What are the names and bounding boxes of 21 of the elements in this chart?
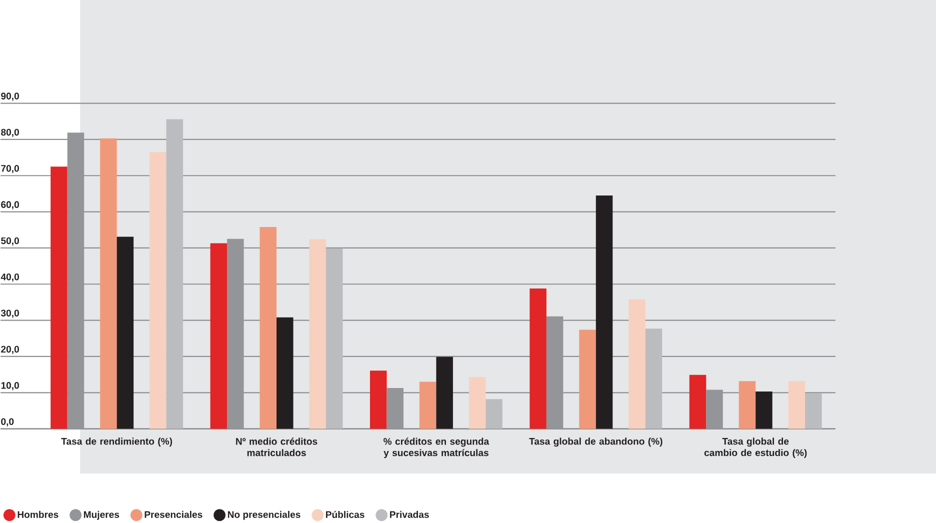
y-tick-label: 0,0 [1, 418, 14, 426]
y-tick-label: 30,0 [0, 310, 19, 318]
y-tick-label: 80,0 [1, 128, 19, 138]
legend-label: No presenciales [228, 510, 300, 520]
legend-label: Presenciales [144, 510, 202, 518]
y-tick-label: 90,0 [1, 92, 19, 101]
x-tick-label: Tasa global de cambio de estudio (%) [704, 438, 807, 458]
x-tick-label: Tasa global de abandono (%) [529, 438, 662, 447]
x-tick-label: Nº medio créditos matriculados [236, 438, 318, 456]
legend-label: Hombres [18, 510, 58, 518]
y-tick-label: 60,0 [1, 201, 19, 210]
y-tick-label: 20,0 [1, 346, 19, 354]
legend-label: Públicas [326, 510, 364, 518]
y-tick-label: 70,0 [1, 165, 19, 174]
legend-label: Privadas [390, 510, 429, 518]
x-tick-label: % créditos en segunda y sucesivas matrículas [384, 438, 490, 458]
y-tick-label: 40,0 [0, 274, 19, 282]
y-tick-label: 50,0 [1, 237, 19, 246]
x-tick-label: Tasa de rendimiento (%) [61, 438, 172, 447]
y-tick-label: 10,0 [1, 382, 19, 390]
legend-label: Mujeres [84, 510, 120, 520]
